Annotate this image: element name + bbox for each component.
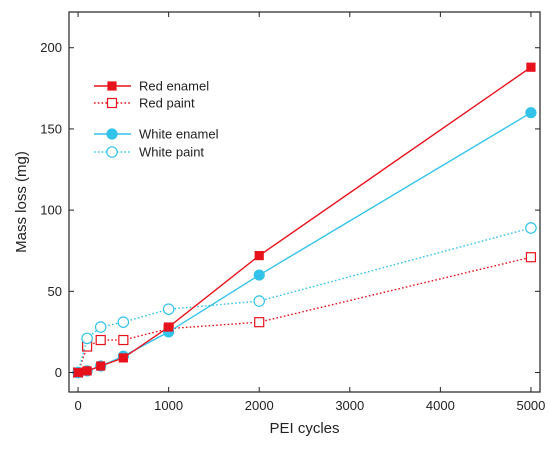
series-layer [72, 62, 537, 379]
data-point-red-enamel [164, 322, 174, 332]
legend-marker [107, 81, 117, 91]
x-tick-label: 3000 [335, 398, 364, 413]
series-line-red-enamel [77, 66, 532, 374]
data-point-white-paint [117, 316, 130, 328]
series-red-paint [72, 252, 537, 378]
x-tick-label: 4000 [426, 398, 455, 413]
legend-marker [106, 128, 118, 140]
data-point-white-paint [253, 295, 266, 307]
x-tick-label: 1000 [154, 398, 183, 413]
x-tick-label: 2000 [245, 398, 274, 413]
data-point-red-enamel [96, 361, 106, 371]
data-point-red-enamel [118, 353, 128, 363]
legend: Red enamel Red paint White enamel White pai… [94, 79, 219, 160]
data-point-red-enamel [82, 366, 92, 376]
data-point-white-paint [162, 303, 175, 315]
series-line-red-paint [77, 256, 532, 373]
x-tick-label: 5000 [516, 398, 545, 413]
legend-marker [106, 97, 118, 109]
legend-item-red-enamel: Red enamel [94, 79, 209, 94]
data-point-red-paint [95, 334, 106, 346]
data-point-white-enamel [253, 269, 265, 281]
data-point-white-paint [81, 332, 93, 345]
x-tick-label: 0 [74, 398, 81, 413]
data-point-red-paint [525, 252, 537, 263]
data-point-red-enamel [254, 250, 264, 261]
data-point-white-paint [525, 222, 537, 234]
data-point-red-enamel [73, 367, 83, 378]
y-tick-label: 100 [40, 203, 62, 218]
series-line-white-paint [77, 227, 532, 373]
legend-label: White paint [139, 145, 204, 160]
data-point-red-paint [254, 317, 265, 328]
data-point-white-paint [94, 321, 107, 333]
legend-item-white-paint: White paint [94, 145, 204, 160]
legend-item-red-paint: Red paint [94, 96, 195, 111]
x-axis-title: PEI cycles [269, 420, 339, 437]
y-axis-title: Mass loss (mg) [13, 151, 30, 253]
plot-frame [68, 11, 541, 393]
legend-marker [106, 146, 118, 158]
legend-item-white-enamel: White enamel [94, 127, 219, 142]
data-point-red-enamel [526, 62, 536, 72]
data-point-white-enamel [525, 107, 537, 119]
legend-label: Red enamel [139, 79, 209, 94]
y-tick-label: 50 [48, 284, 62, 299]
axis-layer: 0 1000 2000 3000 4000 5000 0 50 100 150 200 [40, 12, 545, 413]
legend-label: Red paint [139, 96, 195, 111]
legend-label: White enamel [139, 127, 219, 142]
y-tick-label: 200 [40, 40, 62, 55]
series-red-enamel [73, 62, 536, 378]
y-tick-label: 0 [55, 365, 62, 380]
y-tick-label: 150 [40, 121, 62, 136]
data-point-red-paint [118, 334, 129, 346]
series-white-paint [72, 222, 537, 379]
